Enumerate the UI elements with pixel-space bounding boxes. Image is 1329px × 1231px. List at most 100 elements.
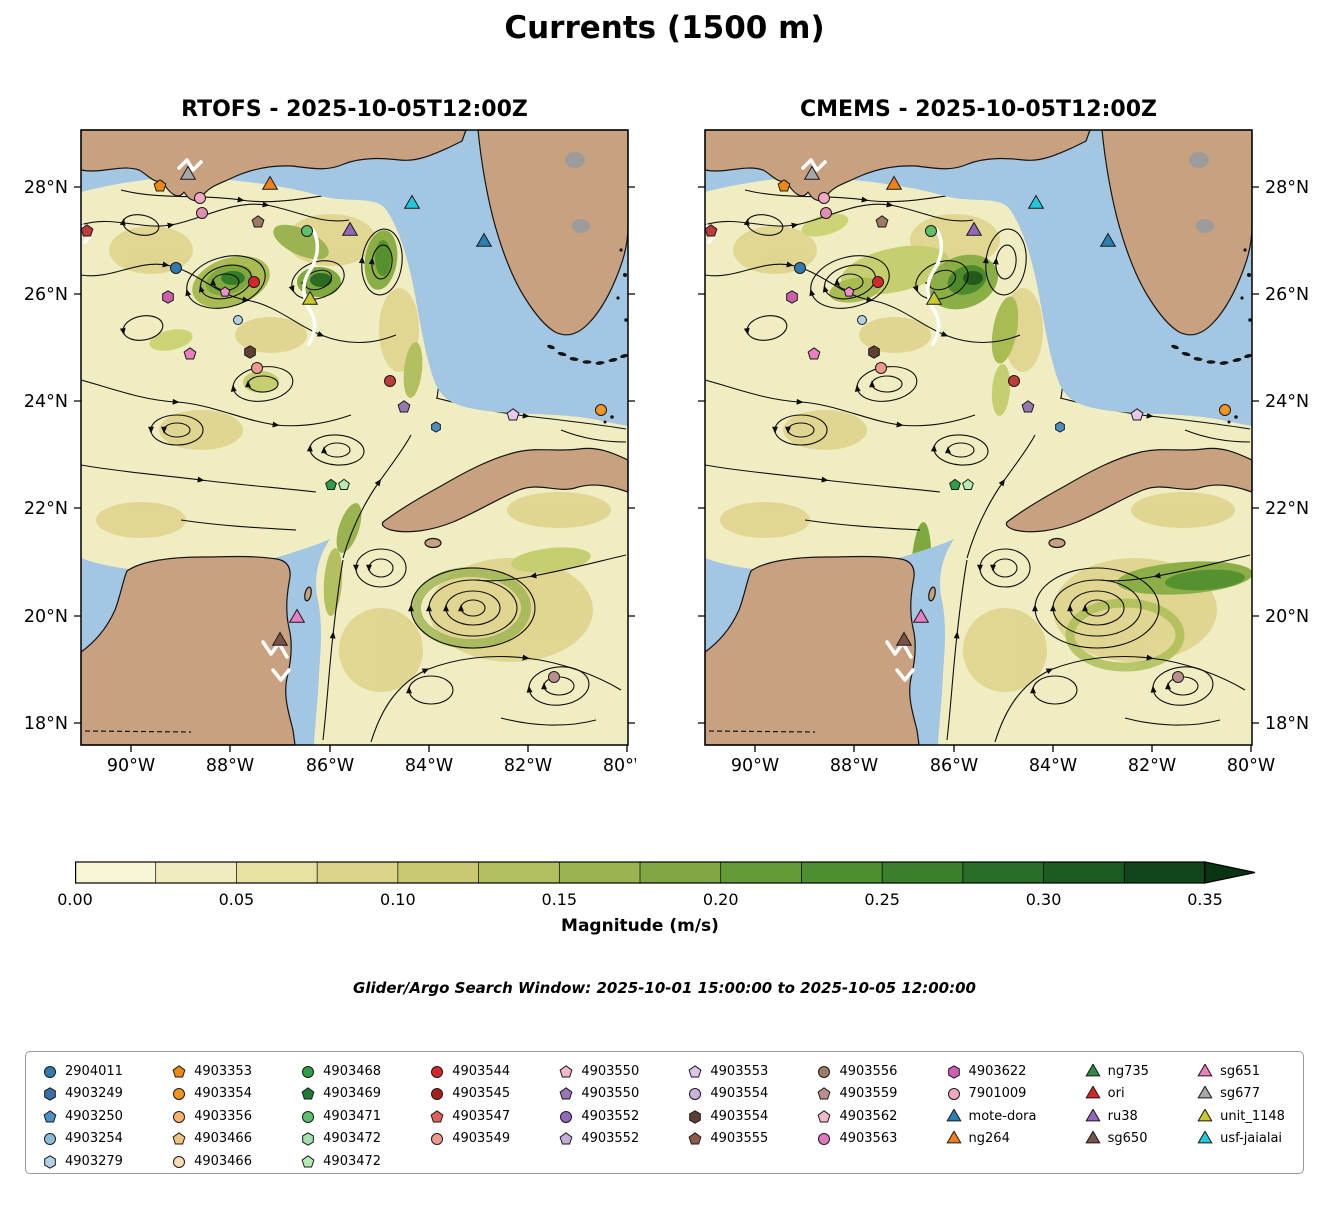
legend-marker-circle-icon [173,1088,186,1100]
map-marker-pentagon [153,179,167,192]
legend-label: 4903553 [710,1063,769,1079]
legend-marker-circle-icon [560,1110,573,1123]
lat-ticks-right [1252,186,1259,724]
legend-item: 4903555 [687,1129,768,1149]
legend-label: 4903554 [710,1086,769,1101]
map-marker-circle [548,671,560,683]
map-marker-pentagon [1130,408,1144,421]
platform-markers-cmems [704,165,1231,683]
legend-marker-pentagon-icon [301,1154,315,1167]
map-marker-triangle [288,608,306,623]
lon-ticks-bottom [130,745,628,752]
legend-label: 4903466 [194,1153,252,1169]
legend-marker-triangle-icon [1085,1086,1101,1099]
legend-item: ori [1085,1084,1149,1104]
legend-item: 4903622 [946,1061,1037,1081]
legend-item: 4903472 [300,1129,381,1149]
legend-marker-circle-icon [947,1088,960,1100]
legend-label: 4903544 [452,1063,511,1079]
legend-marker-triangle-icon [1085,1063,1101,1076]
map-marker-pentagon [183,347,197,360]
lon-label: 90°W [107,756,155,776]
colorbar-tick-label: 0.30 [1025,890,1062,909]
map-marker-pentagon [325,478,337,491]
legend-marker-pentagon-icon [43,1109,57,1122]
legend-label: unit_1148 [1220,1108,1285,1124]
lon-label: 86°W [306,756,354,776]
map-marker-pentagon [843,286,855,297]
lon-label: 80°W [1227,756,1275,776]
map-marker-triangle [403,194,421,209]
legend-marker-pentagon-icon [172,1132,186,1145]
lon-label: 84°W [1029,756,1077,776]
legend-label: 4903556 [839,1063,898,1079]
legend-item: sg677 [1197,1084,1285,1104]
legend-item: sg650 [1085,1129,1149,1149]
map-marker-triangle [475,232,493,247]
map-marker-hexagon [1055,421,1065,433]
lon-label: 82°W [1128,756,1176,776]
legend-marker-circle-icon [431,1088,444,1100]
legend-label: sg677 [1220,1086,1260,1101]
map-marker-pentagon [704,224,718,237]
legend-marker-triangle-icon [1197,1108,1213,1121]
legend-item: 2904011 [42,1061,123,1081]
map-marker-hexagon [431,421,441,433]
legend-item: ng264 [945,1129,1037,1149]
legend-label: ori [1107,1086,1125,1101]
legend-label: 2904011 [65,1063,123,1079]
legend-item: 4903552 [558,1106,639,1126]
panel-title-rtofs: RTOFS - 2025-10-05T12:00Z [181,97,528,122]
legend-item: 4903466 [171,1151,252,1171]
legend-marker-triangle-icon [1197,1063,1213,1076]
legend-marker-triangle-icon [1197,1086,1213,1099]
legend-label: mote-dora [968,1108,1037,1124]
map-marker-triangle [912,608,930,623]
map-marker-circle [301,225,313,237]
colorbar-extend-arrow [1204,861,1256,884]
map-marker-circle [1172,671,1184,683]
legend-label: 4903468 [323,1063,382,1079]
legend-marker-circle-icon [818,1133,831,1145]
map-marker-pentagon [777,179,791,192]
legend-label: 4903472 [323,1153,382,1169]
map-marker-circle [875,362,887,374]
map-marker-pentagon [875,215,889,228]
colorbar-gradient [75,861,1256,884]
map-marker-circle [818,192,830,204]
legend-item: 4903254 [42,1129,123,1149]
legend-item: 4903547 [429,1106,510,1126]
map-marker-circle [925,225,937,237]
legend-marker-hexagon-icon [689,1109,702,1124]
map-marker-triangle [179,165,197,180]
legend-label: 4903547 [452,1108,511,1124]
legend-label: 4903559 [839,1086,898,1101]
lat-label: 28°N [1265,178,1309,198]
lon-ticks-bottom [754,745,1252,752]
colorbar-tick-label: 0.35 [1187,890,1223,909]
legend-item: 7901009 [946,1084,1037,1104]
legend-marker-pentagon-icon [688,1064,702,1077]
legend-item: 4903354 [171,1084,252,1104]
search-window-annotation: Glider/Argo Search Window: 2025-10-01 15… [353,979,976,997]
legend-item: 4903279 [42,1151,123,1171]
map-marker-triangle [925,290,943,305]
legend-item: unit_1148 [1197,1106,1285,1126]
legend-marker-triangle-icon [1085,1108,1101,1121]
legend-item: mote-dora [945,1106,1037,1126]
legend-marker-triangle-icon [945,1108,962,1121]
map-marker-pentagon [949,478,961,491]
legend-marker-hexagon-icon [302,1132,314,1146]
legend-label: sg651 [1220,1063,1260,1079]
map-marker-circle [233,315,243,325]
legend-label: 4903354 [194,1086,252,1101]
legend-label: 7901009 [968,1086,1027,1101]
lat-ticks-left [74,186,81,724]
lat-label: 20°N [24,607,68,627]
legend-label: ru38 [1107,1108,1138,1124]
legend-item: 4903471 [300,1106,381,1126]
map-marker-pentagon [397,400,411,413]
legend-item: ru38 [1085,1106,1149,1126]
legend-item: 4903469 [300,1084,381,1104]
legend-marker-circle-icon [173,1110,186,1123]
